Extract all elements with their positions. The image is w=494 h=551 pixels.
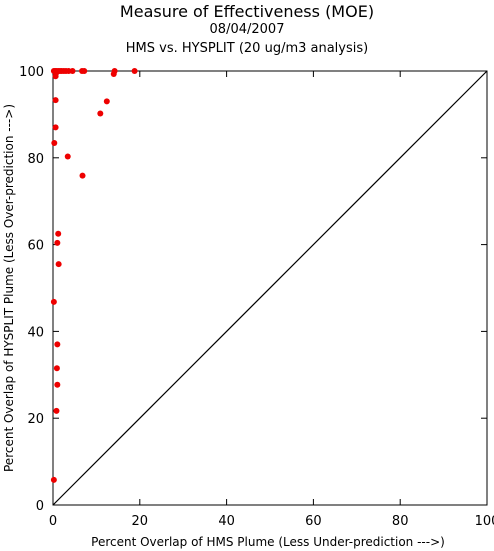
x-tick-label: 40 xyxy=(218,514,235,529)
plot-axes xyxy=(52,70,488,506)
data-point xyxy=(79,172,86,179)
y-axis-label: Percent Overlap of HYSPLIT Plume (Less O… xyxy=(2,104,16,472)
axis-ticks: 0 20 40 60 80 100 0 20 40 60 80 100 xyxy=(19,65,494,529)
data-point xyxy=(54,341,61,348)
plot-frame xyxy=(52,70,488,506)
chart-subtitle: HMS vs. HYSPLIT (20 ug/m3 analysis) xyxy=(125,41,369,56)
data-point xyxy=(64,153,71,160)
x-tick-label: 20 xyxy=(132,514,149,529)
y-tick-label: 80 xyxy=(27,152,44,167)
data-point xyxy=(55,261,62,268)
data-point xyxy=(52,73,59,80)
data-point xyxy=(52,97,59,104)
data-point xyxy=(54,381,61,388)
y-tick-label: 60 xyxy=(27,239,44,254)
data-point xyxy=(110,71,117,78)
chart-title: Measure of Effectiveness (MOE) xyxy=(119,2,375,21)
data-point xyxy=(103,98,110,105)
data-point xyxy=(50,298,57,305)
x-axis-label: Percent Overlap of HMS Plume (Less Under… xyxy=(91,535,445,549)
x-tick-label: 0 xyxy=(49,514,57,529)
data-point xyxy=(81,68,88,74)
diagonal-reference-line xyxy=(52,70,488,506)
data-point xyxy=(51,140,58,147)
data-point xyxy=(50,476,57,483)
y-tick-label: 40 xyxy=(27,325,44,340)
x-tick-label: 60 xyxy=(305,514,322,529)
chart-date: 08/04/2007 xyxy=(209,22,285,37)
data-points xyxy=(50,68,138,483)
x-tick-label: 80 xyxy=(392,514,409,529)
data-point xyxy=(131,68,138,74)
y-tick-label: 0 xyxy=(36,499,44,514)
data-point xyxy=(69,68,76,74)
data-point xyxy=(52,124,59,131)
y-tick-label: 20 xyxy=(27,412,44,427)
x-tick-label: 100 xyxy=(475,514,494,529)
data-point xyxy=(97,110,104,117)
data-point xyxy=(53,365,60,372)
data-point xyxy=(53,407,60,414)
data-point xyxy=(54,239,61,246)
data-point xyxy=(55,230,62,237)
y-tick-label: 100 xyxy=(19,65,44,80)
